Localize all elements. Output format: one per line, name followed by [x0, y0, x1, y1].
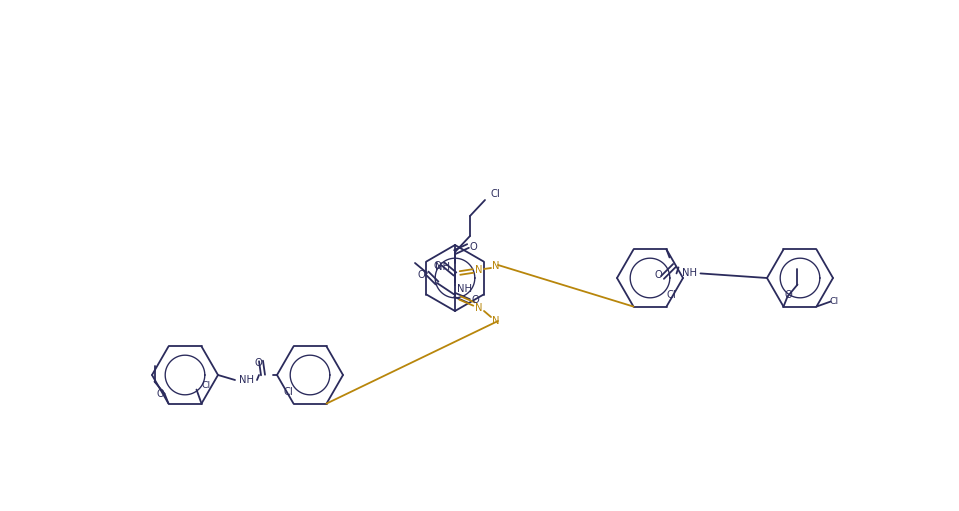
Text: NH: NH: [457, 284, 473, 294]
Text: N: N: [492, 316, 500, 326]
Text: O: O: [433, 261, 441, 271]
Text: O: O: [469, 242, 477, 252]
Text: N: N: [492, 261, 500, 271]
Text: O: O: [784, 290, 792, 299]
Text: NH: NH: [239, 375, 253, 385]
Text: O: O: [417, 270, 425, 280]
Text: Cl: Cl: [830, 297, 839, 306]
Text: O: O: [254, 358, 262, 368]
Text: Cl: Cl: [202, 381, 211, 390]
Text: NH: NH: [435, 262, 451, 272]
Text: O: O: [471, 295, 479, 305]
Text: N: N: [476, 303, 482, 313]
Text: Cl: Cl: [490, 189, 500, 199]
Text: Cl: Cl: [667, 290, 676, 299]
Text: O: O: [156, 388, 164, 399]
Text: NH: NH: [682, 268, 697, 278]
Text: Cl: Cl: [284, 387, 293, 397]
Text: N: N: [476, 265, 482, 275]
Text: O: O: [655, 270, 663, 281]
